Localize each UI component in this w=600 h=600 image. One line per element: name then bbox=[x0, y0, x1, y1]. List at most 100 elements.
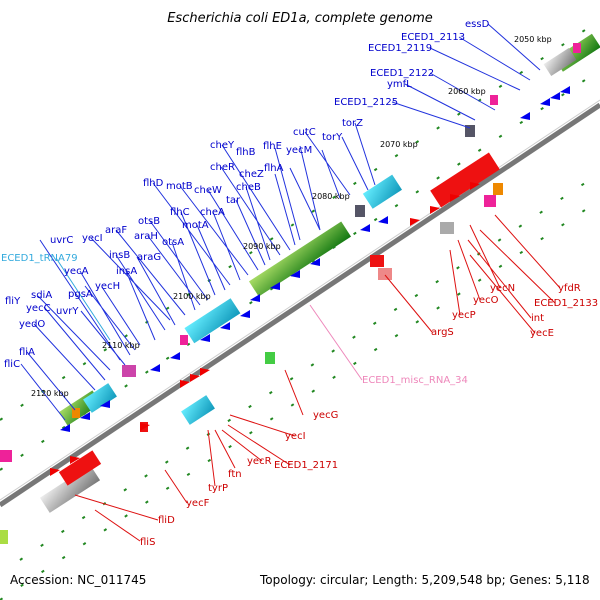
reverse-leaders bbox=[74, 214, 561, 542]
gene-label: flhA bbox=[264, 163, 284, 174]
gene-label: yecE bbox=[530, 328, 554, 339]
feature-block bbox=[184, 298, 241, 344]
kbp-label: 2050 kbp bbox=[514, 35, 552, 44]
gene-label: flhB bbox=[236, 147, 256, 158]
gene-label: sdiA bbox=[31, 290, 52, 301]
kbp-label: 2060 kbp bbox=[448, 87, 486, 96]
feature-block bbox=[83, 383, 117, 413]
gene-label: flhD bbox=[143, 178, 164, 189]
gene-label: cutC bbox=[293, 127, 316, 138]
gene-label: yecM bbox=[286, 145, 312, 156]
gene-label: cheB bbox=[236, 182, 261, 193]
gene-label: cheR bbox=[210, 162, 235, 173]
gene-label: insB bbox=[109, 250, 130, 261]
feature-block bbox=[180, 335, 188, 345]
gene-label: cheZ bbox=[239, 169, 264, 180]
gene-label: yedO bbox=[19, 319, 45, 330]
feature-block bbox=[573, 43, 581, 53]
forward-leaders bbox=[20, 23, 541, 421]
gene-label: yecG bbox=[313, 410, 338, 421]
trna-leader bbox=[55, 257, 111, 341]
feature-block bbox=[465, 125, 475, 137]
gene-label: tyrP bbox=[208, 483, 228, 494]
kbp-label: 2120 kbp bbox=[31, 389, 69, 398]
feature-block bbox=[0, 530, 8, 544]
kbp-scale: 2050 kbp 2060 kbp 2070 kbp 2080 kbp 2090… bbox=[31, 35, 552, 398]
reverse-feature-block bbox=[58, 450, 102, 486]
kbp-label: 2090 kbp bbox=[243, 242, 281, 251]
reverse-feature-block bbox=[181, 395, 215, 425]
kbp-label: 2070 kbp bbox=[380, 140, 418, 149]
feature-block bbox=[490, 95, 498, 105]
gene-label: insA bbox=[116, 266, 137, 277]
gene-label: flhE bbox=[263, 141, 282, 152]
gene-label: pgsA bbox=[68, 289, 93, 300]
gene-label: yecA bbox=[64, 266, 89, 277]
misc-leader bbox=[309, 304, 363, 381]
feature-block bbox=[355, 205, 365, 217]
accession-text: Accession: NC_011745 bbox=[10, 573, 147, 587]
feature-block bbox=[0, 450, 12, 462]
gene-label: uvrY bbox=[56, 306, 79, 317]
gene-label: fliD bbox=[158, 515, 175, 526]
kbp-label: 2100 kbp bbox=[173, 292, 211, 301]
gene-label: yecN bbox=[490, 283, 515, 294]
reverse-feature-block bbox=[484, 195, 496, 207]
genome-summary-text: Topology: circular; Length: 5,209,548 bp… bbox=[260, 573, 590, 587]
reverse-feature-block bbox=[378, 268, 392, 280]
kbp-label: 2110 kbp bbox=[102, 341, 140, 350]
gene-label: yfdR bbox=[558, 283, 581, 294]
gene-label: yecH bbox=[95, 281, 120, 292]
tick-track-outer bbox=[0, 19, 600, 471]
gene-label: motB bbox=[166, 181, 193, 192]
gene-label: yecR bbox=[247, 456, 272, 467]
reverse-feature-block bbox=[265, 352, 275, 364]
gene-label: ymfL bbox=[387, 79, 412, 90]
feature-block bbox=[72, 408, 80, 418]
gene-label: yecF bbox=[186, 498, 210, 509]
reverse-feature-block bbox=[440, 222, 454, 234]
gene-label: ECED1_2125 bbox=[334, 97, 398, 108]
gene-label: ECED1_2122 bbox=[370, 68, 434, 79]
gene-label: essD bbox=[465, 19, 490, 30]
gene-label: otsB bbox=[138, 216, 160, 227]
reverse-feature-block bbox=[493, 183, 503, 195]
gene-label: fliA bbox=[19, 347, 35, 358]
gene-label: araF bbox=[105, 225, 127, 236]
gene-label: ECED1_2171 bbox=[274, 460, 338, 471]
gene-label: uvrC bbox=[50, 235, 73, 246]
gene-label: cheA bbox=[200, 207, 225, 218]
reverse-gene-labels: yfdR yecN ECED1_2133 int yecO yecP yecE … bbox=[140, 283, 598, 548]
gene-label: torZ bbox=[342, 118, 363, 129]
feature-blocks bbox=[0, 33, 600, 544]
misc-rna-label: ECED1_misc_RNA_34 bbox=[362, 375, 468, 386]
forward-gene-labels: essD ECED1_2113 ECED1_2119 ECED1_2122 ym… bbox=[4, 19, 490, 370]
tick-track-inner bbox=[0, 172, 600, 600]
gene-label: cheY bbox=[210, 140, 235, 151]
gene-label: yecC bbox=[26, 303, 51, 314]
gene-label: int bbox=[531, 313, 544, 324]
gene-label: ECED1_2133 bbox=[534, 298, 598, 309]
gene-label: argS bbox=[431, 327, 454, 338]
gene-label: fliC bbox=[4, 359, 20, 370]
gene-label: yecI bbox=[285, 431, 306, 442]
gene-label: fliY bbox=[5, 296, 21, 307]
kbp-label: 2080 kbp bbox=[312, 192, 350, 201]
reverse-blocks bbox=[39, 152, 503, 513]
reverse-feature-block bbox=[430, 152, 500, 208]
gene-label: torY bbox=[322, 132, 343, 143]
gene-label: flhC bbox=[170, 207, 190, 218]
gene-label: araH bbox=[134, 231, 158, 242]
gene-label: tar bbox=[226, 195, 241, 206]
reverse-feature-block bbox=[370, 255, 384, 267]
feature-block bbox=[543, 47, 577, 77]
gene-label: araG bbox=[137, 252, 161, 263]
gene-label: yecP bbox=[452, 310, 476, 321]
genome-backbone bbox=[0, 102, 600, 508]
gene-label: ECED1_2119 bbox=[368, 43, 432, 54]
gene-label: ftn bbox=[228, 469, 242, 480]
trna-label: ECED1_tRNA79 bbox=[1, 253, 78, 264]
gene-label: cheW bbox=[194, 185, 222, 196]
gene-label: fliS bbox=[140, 537, 155, 548]
